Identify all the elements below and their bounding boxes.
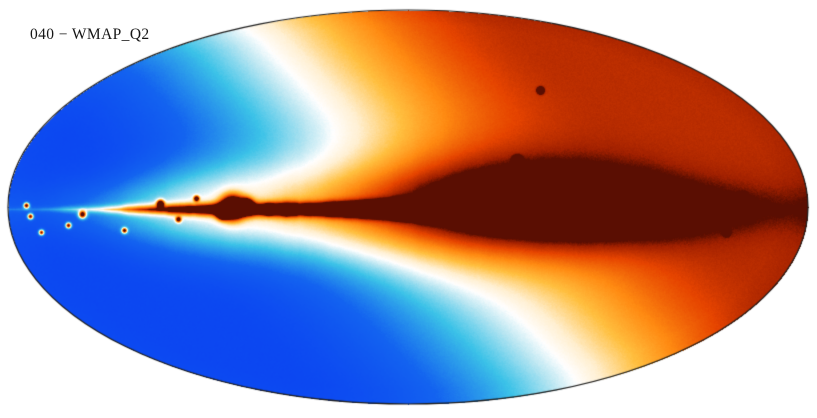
figure-title: 040 − WMAP_Q2: [30, 26, 150, 43]
